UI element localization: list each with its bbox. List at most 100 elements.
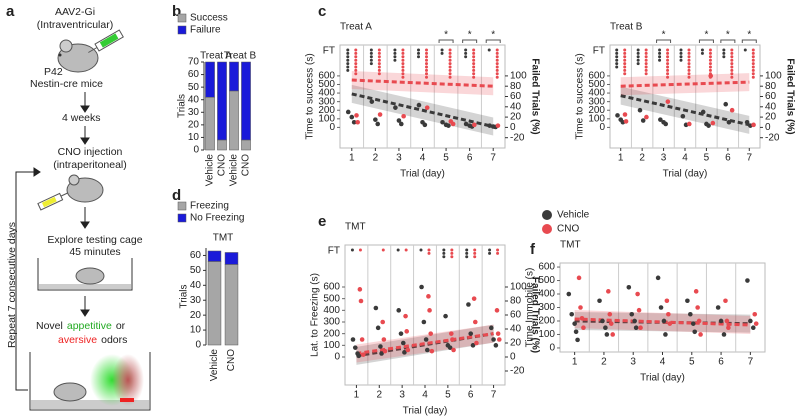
group-label: Treat A xyxy=(200,51,232,62)
failed-dot xyxy=(346,62,350,66)
failed-dot xyxy=(465,255,469,259)
data-point xyxy=(710,120,716,126)
failed-dot xyxy=(722,55,726,59)
failed-dot xyxy=(644,55,648,59)
y2-tick-label: 80 xyxy=(510,296,522,307)
y2-tick-label: -20 xyxy=(765,132,780,143)
data-point xyxy=(693,289,699,294)
failed-dot xyxy=(472,55,476,59)
failed-dot xyxy=(495,58,499,62)
x-tick-label: 3 xyxy=(396,153,402,164)
data-point xyxy=(753,321,759,326)
failed-dot xyxy=(658,51,662,55)
y-tick-label: 10 xyxy=(188,132,200,143)
y2-tick-label: 40 xyxy=(765,101,777,112)
failed-dot xyxy=(354,48,358,52)
x-axis-label: Trial (day) xyxy=(400,169,445,180)
data-point xyxy=(606,289,611,294)
y-tick-label: 300 xyxy=(538,302,555,313)
failed-dots xyxy=(396,248,400,252)
failed-dot xyxy=(495,72,499,76)
failed-dot xyxy=(401,48,405,52)
bar-segment xyxy=(229,90,239,151)
failed-dot xyxy=(687,75,691,79)
x-tick-label: 6 xyxy=(718,357,724,368)
failed-dot xyxy=(751,48,755,52)
data-point xyxy=(573,329,579,335)
data-point xyxy=(721,332,727,337)
failed-dot xyxy=(666,68,670,72)
data-point xyxy=(463,121,469,127)
y-axis-label: Lat. to Freezing (s) xyxy=(310,273,321,357)
data-point xyxy=(496,337,502,342)
failed-dot xyxy=(472,51,476,55)
failed-dot xyxy=(708,55,712,59)
chart-title: Treat A xyxy=(340,22,372,33)
data-point xyxy=(424,105,430,110)
data-point xyxy=(396,118,402,123)
failed-dots xyxy=(473,248,477,259)
failed-dot xyxy=(377,65,381,69)
failed-dot xyxy=(427,251,431,255)
bar-segment xyxy=(241,139,251,151)
data-point xyxy=(448,331,454,336)
failed-dot xyxy=(448,68,452,72)
failed-dot xyxy=(751,65,755,69)
y-tick-label: 0 xyxy=(195,340,201,351)
data-point xyxy=(359,337,365,342)
failed-dot xyxy=(495,62,499,66)
failed-dot xyxy=(495,68,499,72)
failed-dot xyxy=(644,58,648,62)
fit-band xyxy=(356,324,494,365)
failed-dots xyxy=(350,248,354,252)
failed-dot xyxy=(346,65,350,69)
failed-dot xyxy=(354,51,358,55)
y-tick-label: 400 xyxy=(318,88,335,99)
data-point xyxy=(665,99,671,104)
failed-dot xyxy=(488,248,492,252)
y-tick-label: 10 xyxy=(190,325,202,336)
failed-dot xyxy=(442,255,446,259)
data-point xyxy=(663,332,668,337)
sig-bracket xyxy=(698,39,714,43)
y-tick-label: 500 xyxy=(588,79,605,90)
y-tick-label: 0 xyxy=(329,122,335,133)
x-tick-label: 4 xyxy=(420,153,426,164)
data-point xyxy=(375,121,381,127)
failed-dots xyxy=(358,248,362,252)
failed-dot xyxy=(700,51,704,55)
y2-tick-label: 40 xyxy=(510,101,522,112)
data-point xyxy=(569,311,575,317)
failed-dot xyxy=(623,55,627,59)
data-point xyxy=(349,114,355,120)
legend-label: CNO xyxy=(557,224,579,235)
data-point xyxy=(379,351,384,356)
legend-marker xyxy=(542,224,552,234)
data-point xyxy=(690,321,696,326)
sig-label: * xyxy=(491,30,495,41)
failed-dots xyxy=(495,48,499,79)
data-point xyxy=(471,296,477,301)
failed-dots xyxy=(381,248,385,252)
data-point xyxy=(688,311,693,317)
failed-dots xyxy=(346,48,350,72)
failed-dot xyxy=(644,48,648,52)
x-tick-label: Vehicle xyxy=(209,349,220,382)
data-point xyxy=(637,107,643,113)
failed-dot xyxy=(450,248,454,252)
data-point xyxy=(423,337,429,342)
failed-dot xyxy=(417,48,420,52)
data-point xyxy=(723,298,728,304)
mouse-icon xyxy=(57,39,99,73)
failed-dot xyxy=(377,62,381,66)
failed-dot xyxy=(644,65,648,69)
y-tick-label: 500 xyxy=(318,79,335,90)
data-point xyxy=(638,325,643,331)
fit-line xyxy=(620,94,750,127)
x-tick-label: 5 xyxy=(689,357,695,368)
panel-label: a xyxy=(6,3,15,20)
failed-dot xyxy=(350,248,354,252)
bar-segment xyxy=(241,61,251,141)
y-tick-label: 200 xyxy=(323,328,340,339)
schematic: a AAV2-Gi (Intraventricular) P42 Nestin-… xyxy=(6,3,151,411)
